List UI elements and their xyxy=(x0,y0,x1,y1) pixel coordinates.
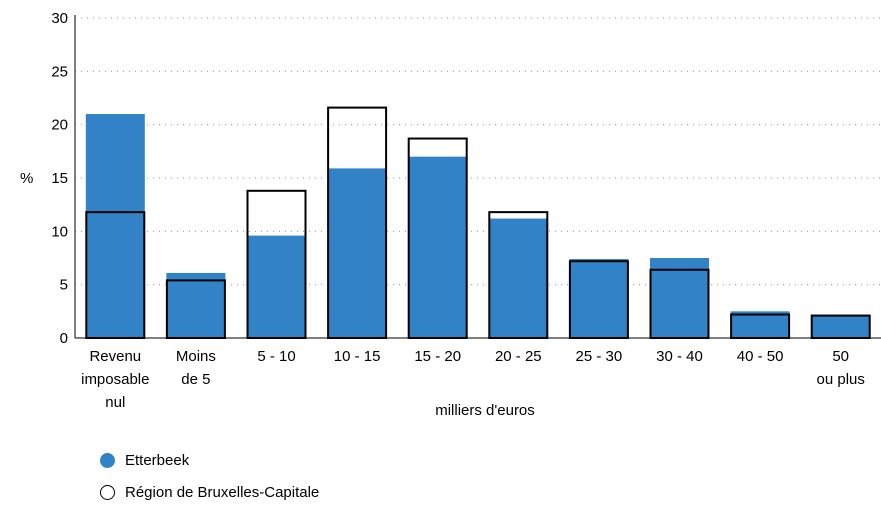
y-tick-label: 10 xyxy=(51,223,68,240)
x-tick-label: Moins de 5 xyxy=(176,348,216,388)
bar-etterbeek xyxy=(650,258,709,338)
legend-swatch-filled xyxy=(100,453,115,468)
bar-etterbeek xyxy=(730,311,790,338)
y-tick-label: 20 xyxy=(51,117,68,134)
x-tick-label: 5 - 10 xyxy=(257,348,295,365)
legend-swatch-outline xyxy=(100,485,115,500)
x-tick-label: 20 - 25 xyxy=(495,348,542,365)
y-tick-label: 5 xyxy=(60,277,68,294)
x-tick-label: 40 - 50 xyxy=(737,348,784,365)
bar-etterbeek xyxy=(408,156,468,338)
x-axis-categories: Revenu imposable nul Moins de 5 5 - 10 10 - 15… xyxy=(81,348,865,411)
bar-etterbeek xyxy=(166,272,226,338)
legend-item-etterbeek: Etterbeek xyxy=(100,452,189,469)
x-tick-label: 30 - 40 xyxy=(656,348,703,365)
x-tick-label: 15 - 20 xyxy=(414,348,461,365)
y-tick-label: 25 xyxy=(51,63,68,80)
y-axis: 0 5 10 15 20 25 30 xyxy=(51,10,68,347)
y-tick-label: 0 xyxy=(60,330,68,347)
bar-etterbeek xyxy=(247,235,306,338)
bar-etterbeek xyxy=(569,259,629,338)
y-axis-label: % xyxy=(20,170,33,187)
y-tick-label: 30 xyxy=(51,10,68,27)
x-tick-label: Revenu imposable nul xyxy=(81,348,149,411)
x-axis-label: milliers d'euros xyxy=(435,402,535,419)
x-tick-label: 10 - 15 xyxy=(334,348,381,365)
grid xyxy=(75,17,881,286)
bar-etterbeek xyxy=(488,218,548,338)
legend-label-etterbeek: Etterbeek xyxy=(125,452,190,469)
bar-etterbeek xyxy=(327,168,387,338)
y-tick-label: 15 xyxy=(51,170,68,187)
legend-item-region: Région de Bruxelles-Capitale xyxy=(100,484,319,501)
bars xyxy=(85,106,871,340)
bar-etterbeek xyxy=(85,114,145,338)
x-tick-label: 50 ou plus xyxy=(817,348,865,388)
x-tick-label: 25 - 30 xyxy=(576,348,623,365)
bar-etterbeek xyxy=(811,314,871,338)
legend-label-region: Région de Bruxelles-Capitale xyxy=(125,484,320,501)
